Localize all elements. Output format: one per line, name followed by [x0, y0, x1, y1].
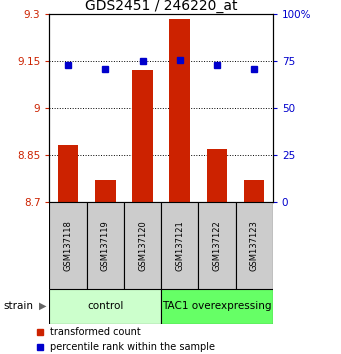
Bar [49, 289, 161, 324]
Bar [124, 202, 161, 289]
Text: GSM137118: GSM137118 [63, 220, 73, 270]
Bar [49, 202, 87, 289]
Bar [169, 19, 190, 202]
Text: control: control [87, 301, 123, 311]
Text: transformed count: transformed count [50, 327, 141, 337]
Text: percentile rank within the sample: percentile rank within the sample [50, 342, 216, 352]
Bar [87, 202, 124, 289]
Bar [198, 202, 236, 289]
Text: GSM137120: GSM137120 [138, 220, 147, 270]
Text: GSM137122: GSM137122 [212, 220, 221, 270]
Bar [132, 70, 153, 202]
Bar [244, 180, 264, 202]
Title: GDS2451 / 246220_at: GDS2451 / 246220_at [85, 0, 237, 13]
Text: ▶: ▶ [39, 301, 46, 311]
Bar [161, 202, 198, 289]
Bar [58, 145, 78, 202]
Bar [161, 289, 273, 324]
Bar [95, 180, 116, 202]
Bar [236, 202, 273, 289]
Text: GSM137119: GSM137119 [101, 220, 110, 270]
Text: GSM137123: GSM137123 [250, 220, 259, 270]
Text: GSM137121: GSM137121 [175, 220, 184, 270]
Bar [207, 149, 227, 202]
Text: TAC1 overexpressing: TAC1 overexpressing [162, 301, 272, 311]
Text: strain: strain [3, 301, 33, 311]
